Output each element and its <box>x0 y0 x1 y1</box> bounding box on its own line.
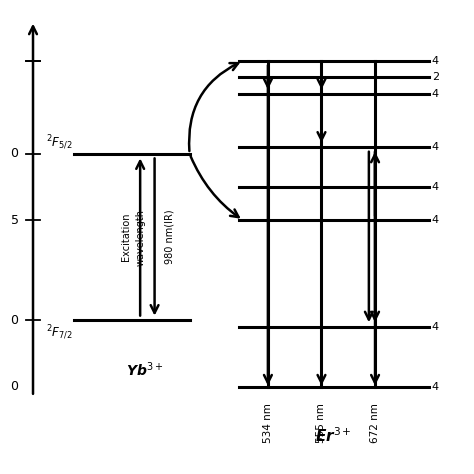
Text: 0: 0 <box>10 314 18 327</box>
Text: 4: 4 <box>432 382 439 392</box>
Text: wavelength: wavelength <box>135 209 145 265</box>
Text: 4: 4 <box>432 182 439 192</box>
Text: 0: 0 <box>10 380 18 393</box>
Text: 555 nm: 555 nm <box>317 403 327 443</box>
Text: 672 nm: 672 nm <box>370 403 380 443</box>
Text: 534 nm: 534 nm <box>263 403 273 443</box>
Text: $^2F_{5/2}$: $^2F_{5/2}$ <box>46 134 72 152</box>
Text: $^2F_{7/2}$: $^2F_{7/2}$ <box>46 323 72 342</box>
Text: 4: 4 <box>432 89 439 99</box>
Text: 2: 2 <box>432 73 439 82</box>
Text: 0: 0 <box>10 147 18 160</box>
Text: 5: 5 <box>10 214 18 227</box>
Text: 4: 4 <box>432 322 439 332</box>
Text: 4: 4 <box>432 215 439 225</box>
Text: Er$^{3+}$: Er$^{3+}$ <box>316 427 352 445</box>
Text: 4: 4 <box>432 56 439 66</box>
Text: 980 nm(IR): 980 nm(IR) <box>164 210 174 264</box>
Text: Yb$^{3+}$: Yb$^{3+}$ <box>126 360 163 379</box>
Text: 4: 4 <box>432 142 439 152</box>
Text: Excitation: Excitation <box>121 213 131 261</box>
